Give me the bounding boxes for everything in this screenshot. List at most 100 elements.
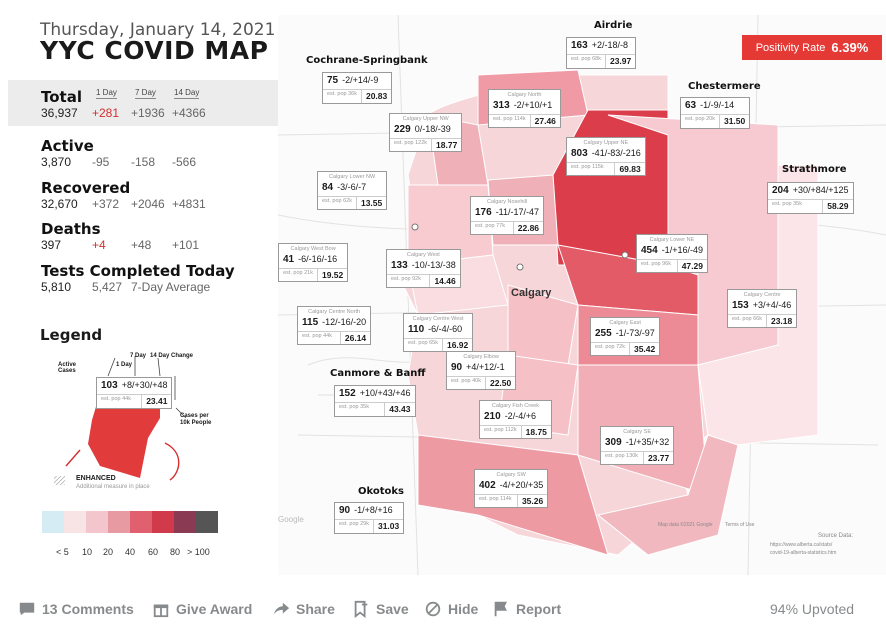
map-marker (621, 251, 629, 259)
region-box-name: Calgary SW (496, 472, 526, 478)
region-box: Calgary Centre West 110 -6/-4/-60 est. pop … (403, 313, 474, 352)
region-box: 204 +30/+84/+125 est. pop 35k 58.29 (767, 182, 854, 214)
region-active-cases: 229 (394, 123, 411, 135)
legend-active-cases: Active Cases (58, 362, 77, 374)
legend-arrow-right (164, 442, 180, 481)
region-rate: 58.29 (822, 200, 852, 213)
legend-leader-lines (107, 356, 187, 419)
deaths-14day: +101 (172, 238, 200, 252)
region-changes: -6/-16/-16 (298, 253, 338, 264)
region-population: est. pop 77k (475, 222, 505, 229)
share-button[interactable]: Share (272, 600, 335, 618)
region-active-cases: 115 (302, 316, 319, 328)
calgary-label: Calgary (511, 287, 552, 299)
region-box: 163 +2/-18/-8 est. pop 68k 23.97 (566, 37, 637, 69)
region-name-canmore: Canmore & Banff (330, 368, 426, 379)
region-rate: 23.77 (642, 451, 673, 464)
region-box: Calgary Fish Creek 210 -2/-4/+6 est. pop 11… (479, 400, 552, 439)
recovered-label: Recovered (41, 179, 131, 197)
scale-label: 80 (170, 547, 181, 557)
save-button[interactable]: Save (352, 600, 409, 618)
region-box: Calgary Lower NW 84 -3/-6/-7 est. pop 62k 13… (317, 171, 388, 210)
scale-swatch (64, 511, 86, 533)
region-rate: 69.83 (614, 162, 644, 175)
comments-button[interactable]: 13 Comments (18, 600, 134, 618)
recovered-1day: +372 (92, 197, 120, 211)
region-rate: 47.29 (676, 259, 707, 272)
positivity-label: Positivity Rate (755, 41, 826, 54)
region-rate: 13.55 (355, 196, 386, 209)
region-active-cases: 75 (327, 75, 339, 86)
give-award-button[interactable]: Give Award (152, 600, 252, 618)
region-name-cochrane: Cochrane-Springbank (306, 55, 428, 66)
region-box: Calgary Centre 153 +3/+4/-46 est. pop 66k 23… (727, 289, 798, 328)
region-changes: -10/-13/-38 (411, 259, 456, 270)
region-box: Calgary Centre North 115 -12/-16/-20 est. p… (297, 306, 372, 345)
region-rate: 23.97 (604, 55, 635, 68)
stats-panel: 1 Day 7 Day 14 Day Total 36,937 +281 +19… (8, 80, 278, 294)
deaths-1day: +4 (92, 238, 106, 252)
region-population: est. pop 65k (408, 339, 438, 346)
region-rate: 23.18 (765, 314, 796, 327)
active-14day: -566 (172, 155, 197, 169)
scale-swatch (152, 511, 174, 533)
comments-label: 13 Comments (42, 601, 134, 617)
color-scale (42, 511, 218, 533)
recovered-7day: +2046 (131, 197, 165, 211)
total-1day: +281 (92, 106, 120, 120)
legend-fourteen-day: 14 Day Change (150, 353, 194, 359)
recovered-14day: +4831 (172, 197, 206, 211)
give-award-label: Give Award (176, 601, 253, 617)
region-name-okotoks: Okotoks (358, 486, 405, 497)
region-population: est. pop 122k (394, 139, 428, 146)
region-box-name: Calgary Lower NW (329, 174, 376, 180)
total-row: 1 Day 7 Day 14 Day Total 36,937 +281 +19… (8, 80, 278, 126)
region-active-cases: 90 (451, 361, 463, 373)
region-box: Calgary SE 309 -1/+35/+32 est. pop 130k 23.7… (600, 426, 675, 465)
source-label: Source Data: (818, 533, 854, 539)
region-foothills (596, 434, 739, 556)
gift-icon (153, 604, 169, 618)
region-population: est. pop 29k (339, 521, 369, 527)
scale-swatch (42, 511, 64, 533)
col-header-1day: 1 Day (96, 88, 117, 99)
region-box: 90 -1/+8/+16 est. pop 29k 31.03 (334, 502, 405, 534)
region-changes: +30/+84/+125 (792, 185, 849, 195)
col-header-7day: 7 Day (135, 88, 156, 99)
region-active-cases: 313 (493, 99, 510, 111)
region-population: est. pop 114k (493, 115, 526, 122)
hide-button[interactable]: Hide (424, 600, 478, 618)
deaths-label: Deaths (41, 220, 101, 238)
region-changes: 0/-18/-39 (414, 123, 451, 134)
region-box: Calgary Nosehill 176 -11/-17/-47 est. pop 7… (470, 196, 545, 235)
region-changes: -1/+35/+32 (625, 436, 670, 447)
deaths-7day: +48 (131, 238, 152, 252)
region-changes: -12/-16/-20 (322, 316, 367, 327)
region-changes: -2/-4/+6 (504, 410, 536, 421)
region-population: est. pop 112k (484, 426, 517, 433)
region-population: est. pop 92k (391, 275, 421, 282)
region-population: est. pop 21k (283, 269, 313, 276)
region-rate: 22.86 (512, 221, 543, 234)
region-active-cases: 110 (408, 323, 425, 335)
scale-label: 20 (103, 547, 114, 557)
region-changes: -1/+16/-49 (661, 244, 703, 255)
region-box-name: Calgary Lower NE (649, 237, 695, 243)
region-box-name: Calgary West (406, 252, 440, 258)
scale-swatch (130, 511, 152, 533)
region-changes: +3/+4/-46 (752, 299, 792, 310)
hide-icon (425, 601, 441, 617)
region-active-cases: 153 (732, 299, 749, 311)
region-rate: 18.77 (431, 138, 461, 151)
legend-sample-pop: est. pop 44k (101, 396, 131, 402)
report-button[interactable]: Report (492, 600, 561, 618)
region-population: est. pop 35k (772, 201, 802, 207)
region-changes: -6/-4/-60 (428, 323, 463, 334)
region-box: Calgary East 255 -1/-73/-97 est. pop 72k 35.… (590, 317, 661, 356)
report-date: Thursday, January 14, 2021 (40, 20, 276, 40)
region-box-name: Calgary Centre North (308, 309, 361, 315)
region-active-cases: 454 (641, 244, 658, 256)
region-box: Calgary West 133 -10/-13/-38 est. pop 92k 14… (386, 249, 461, 288)
region-population: est. pop 96k (641, 260, 671, 267)
legend-enhanced-sub: Additional measure in place (76, 484, 150, 490)
